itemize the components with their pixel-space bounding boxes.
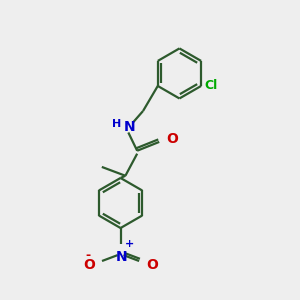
Text: O: O [83,258,95,272]
Text: N: N [124,120,136,134]
Text: +: + [125,239,134,249]
Text: -: - [85,249,91,262]
Text: N: N [116,250,128,264]
Text: H: H [112,119,121,129]
Text: Cl: Cl [205,80,218,92]
Text: O: O [146,258,158,272]
Text: O: O [166,132,178,146]
